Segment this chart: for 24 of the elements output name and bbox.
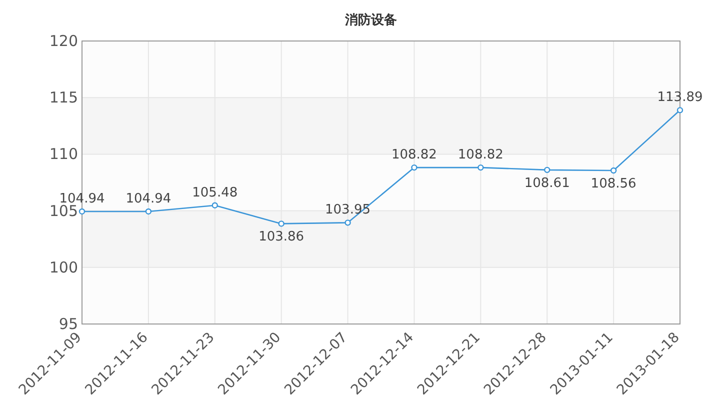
y-tick-label: 95	[58, 315, 78, 333]
point	[344, 220, 351, 226]
point	[411, 164, 418, 171]
y-tick-label: 115	[49, 88, 78, 107]
data-label: 108.56	[590, 176, 636, 192]
point	[544, 166, 550, 174]
point	[610, 167, 617, 174]
data-label: 113.89	[657, 90, 703, 106]
data-label: 108.82	[391, 148, 437, 163]
data-label: 103.86	[258, 230, 304, 245]
point	[78, 208, 86, 215]
data-label: 108.61	[524, 176, 570, 191]
data-label: 105.48	[192, 185, 238, 200]
y-tick-label: 100	[49, 258, 78, 276]
point	[145, 208, 152, 215]
y-tick-label: 120	[49, 32, 78, 50]
data-label: 108.82	[458, 148, 504, 163]
point	[278, 220, 284, 227]
point	[212, 202, 218, 208]
data-label: 104.94	[126, 191, 172, 206]
y-tick-label: 110	[49, 145, 78, 164]
point	[478, 164, 484, 171]
point	[676, 107, 684, 114]
chart-title: 消防设备	[344, 12, 397, 28]
